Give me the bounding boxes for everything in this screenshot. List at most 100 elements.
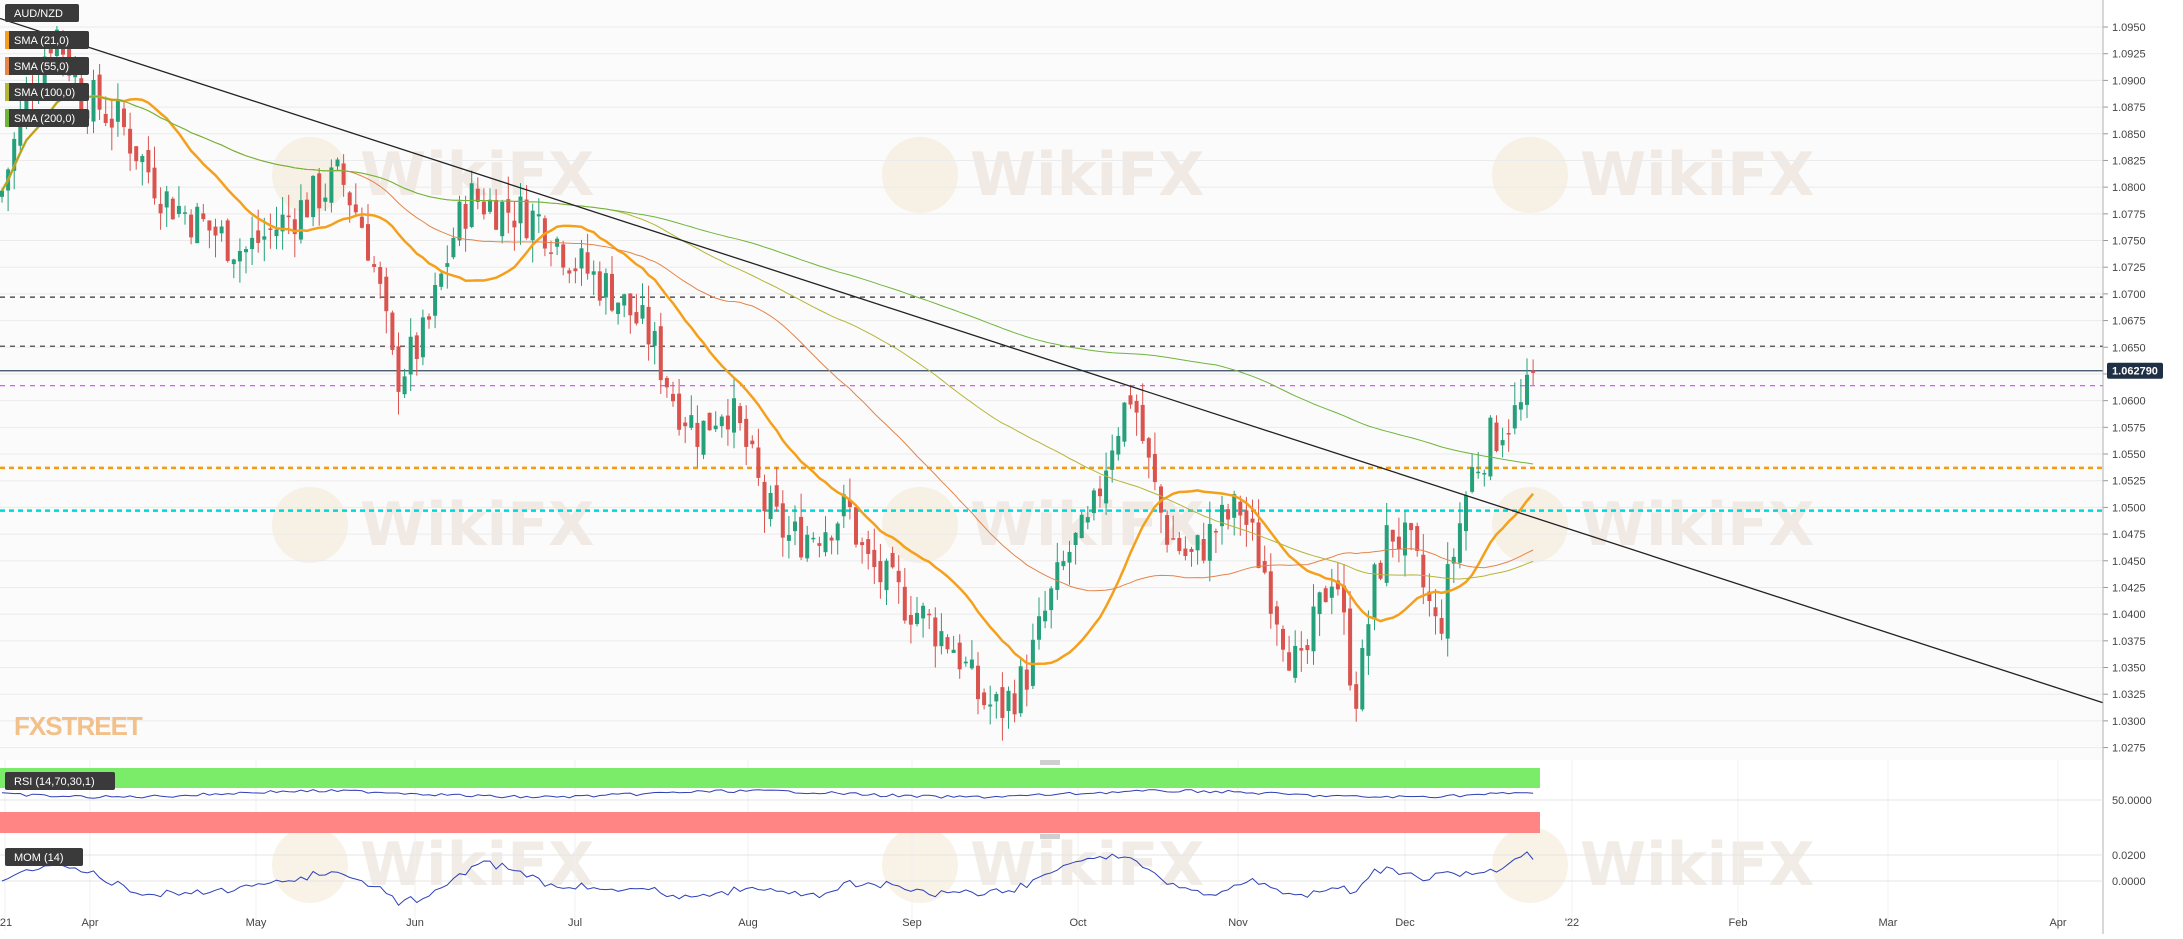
y-tick-label: 1.0525 (2112, 476, 2146, 488)
candle-body (48, 48, 53, 54)
candle (982, 688, 987, 710)
candle-body (902, 586, 907, 621)
candle-body (1061, 561, 1066, 567)
candle-body (1287, 652, 1292, 671)
candle-body (1171, 538, 1176, 540)
y-tick-label: 1.0400 (2112, 609, 2146, 621)
candle-body (335, 159, 340, 167)
candle-body (610, 273, 614, 311)
indicator-tag[interactable]: SMA (200,0) (5, 109, 89, 127)
candle-body (671, 393, 675, 402)
candle (488, 188, 492, 215)
candle (506, 176, 511, 234)
candle (744, 405, 749, 466)
rsi-overbought-zone (0, 768, 1540, 788)
symbol-tag[interactable]: AUD/NZD (5, 4, 79, 22)
sma-21-line (0, 93, 1535, 666)
candle-body (176, 205, 181, 214)
pane-resize-handle[interactable] (1040, 760, 1060, 765)
candle-body (805, 534, 810, 559)
candle (939, 613, 944, 655)
pane-resize-handle[interactable] (1040, 834, 1060, 839)
candle (176, 186, 181, 218)
candle-body (1506, 433, 1511, 435)
candle-body (994, 694, 999, 702)
rsi-tag[interactable]: RSI (14,70,30,1) (5, 772, 115, 790)
sma-200-line (1, 94, 1534, 465)
candle (793, 505, 797, 546)
candle-body (1012, 693, 1017, 715)
candle (475, 177, 480, 210)
candle (1488, 415, 1493, 481)
candle-body (603, 273, 608, 298)
candle (549, 240, 553, 267)
candle (585, 233, 590, 280)
candle-body (817, 543, 822, 546)
candle-body (1116, 435, 1121, 455)
candle-body (372, 264, 377, 267)
candle (878, 544, 883, 599)
candle-body (256, 230, 261, 243)
indicator-tag[interactable]: SMA (21,0) (5, 31, 89, 49)
candle-body (530, 210, 535, 241)
candle-body (1189, 548, 1194, 552)
rsi-tick-label: 50.0000 (2112, 795, 2152, 807)
candle (963, 656, 968, 667)
candle-body (347, 192, 352, 206)
candle-body (73, 73, 78, 78)
candle (359, 207, 364, 229)
indicator-color-swatch (5, 109, 9, 127)
candle-body (195, 206, 200, 244)
candle-body (1067, 551, 1072, 563)
candle (719, 414, 724, 438)
indicator-tag[interactable]: SMA (100,0) (5, 83, 89, 101)
candle-body (1207, 524, 1212, 561)
candle (213, 218, 218, 258)
candle-body (549, 252, 553, 254)
indicator-tag[interactable]: SMA (55,0) (5, 57, 89, 75)
watermark-text: WikiFX (1580, 490, 1814, 560)
candle-body (915, 612, 919, 625)
candle-body (1256, 522, 1261, 568)
candle-body (183, 212, 187, 214)
watermark-logo-icon (272, 827, 348, 903)
candle-body (1091, 490, 1096, 513)
candle-body (664, 378, 669, 388)
candle-body (573, 268, 578, 272)
candle (561, 240, 566, 276)
candle-body (658, 326, 663, 381)
candle-body (945, 637, 950, 650)
candle-body (1433, 607, 1438, 617)
candle-body (24, 89, 29, 118)
candle-body (1098, 488, 1102, 497)
candle-body (988, 704, 993, 707)
candle (1006, 686, 1011, 729)
candle-body (756, 447, 761, 478)
candle (1037, 597, 1041, 650)
candle-body (1104, 470, 1109, 504)
candle-body (1360, 648, 1365, 710)
y-tick-label: 1.0675 (2112, 316, 2146, 328)
candle (732, 377, 736, 449)
candle (707, 412, 712, 431)
candle (1201, 522, 1206, 564)
candle (530, 203, 535, 263)
candle (1091, 488, 1096, 521)
candle (1256, 499, 1261, 569)
indicator-tag-bg (5, 57, 89, 75)
candle (786, 516, 791, 559)
watermark-text: WikiFX (970, 830, 1204, 900)
candle (664, 375, 669, 398)
candle-body (1329, 586, 1334, 598)
candle (1512, 382, 1517, 435)
candle (652, 321, 657, 365)
candle-body (109, 118, 114, 128)
candle (695, 405, 700, 468)
mom-tag[interactable]: MOM (14) (5, 848, 83, 866)
candle-body (1470, 467, 1475, 492)
candle-body (768, 492, 773, 520)
x-tick-label: '21 (0, 917, 12, 929)
candle (207, 220, 212, 249)
